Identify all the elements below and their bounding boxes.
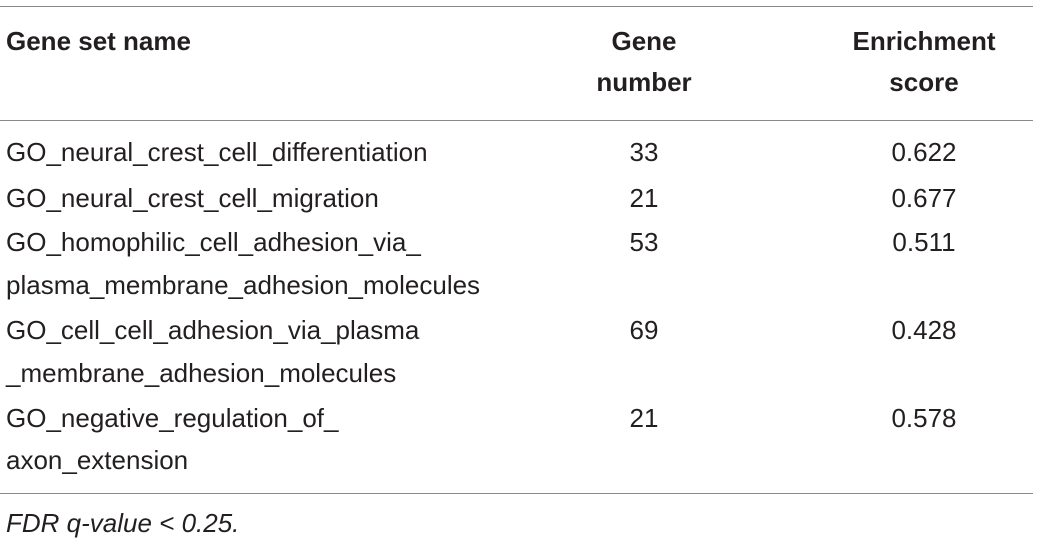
enrichment-score-cell: 0.511 xyxy=(892,227,956,257)
gene-set-name-cell-continued: plasma_membrane_adhesion_molecules xyxy=(6,270,481,300)
enrichment-score-cell: 0.578 xyxy=(891,403,957,433)
gene-set-name-cell-continued: _membrane_adhesion_molecules xyxy=(6,358,397,388)
gene-set-name-cell: GO_neural_crest_cell_migration xyxy=(6,183,379,213)
gene-number-cell: 69 xyxy=(629,315,659,345)
gene-set-name-cell: GO_cell_cell_adhesion_via_plasma xyxy=(6,315,420,345)
enrichment-score-cell: 0.428 xyxy=(891,315,957,345)
table-bottom-rule xyxy=(0,493,1033,494)
table-footnote: FDR q-value < 0.25. xyxy=(6,508,240,538)
gene-set-name-cell: GO_neural_crest_cell_differentiation xyxy=(6,137,428,167)
gene-set-name-cell: GO_negative_regulation_of_ xyxy=(6,403,339,433)
header-gene-number-line1: Gene xyxy=(611,26,677,56)
gene-number-cell: 53 xyxy=(629,227,659,257)
gene-set-name-cell-continued: axon_extension xyxy=(6,445,189,475)
table-header-rule xyxy=(0,120,1033,121)
enrichment-score-cell: 0.677 xyxy=(891,183,957,213)
gene-set-name-cell: GO_homophilic_cell_adhesion_via_ xyxy=(6,227,421,257)
header-gene-number-line2: number xyxy=(596,67,692,97)
gene-number-cell: 21 xyxy=(629,403,659,433)
enrichment-score-cell: 0.622 xyxy=(891,137,957,167)
table-top-rule xyxy=(0,6,1033,7)
header-enrichment-score-line2: score xyxy=(889,67,959,97)
header-gene-set-name: Gene set name xyxy=(6,26,191,56)
gene-number-cell: 33 xyxy=(629,137,659,167)
gene-number-cell: 21 xyxy=(629,183,659,213)
header-enrichment-score-line1: Enrichment xyxy=(852,26,996,56)
